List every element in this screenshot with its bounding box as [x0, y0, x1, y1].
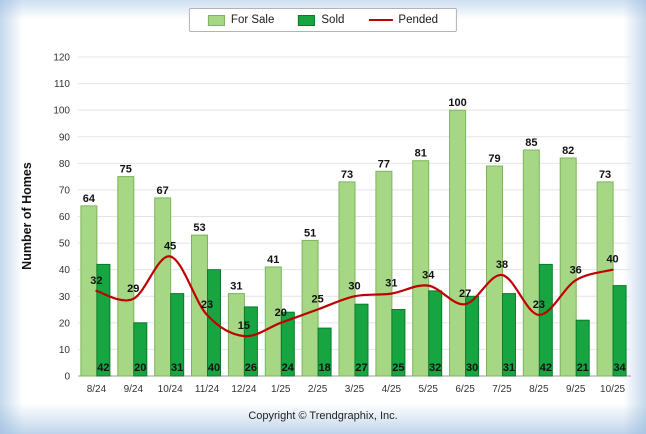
pended-value-labels: 32 29 45 23 15 20 25 30 31 34 27 38 23 36 40	[90, 240, 618, 332]
sold-value-labels: 42 20 31 40 26 24 18 27 25 32 30 31 42 21 34	[97, 362, 626, 374]
svg-text:21: 21	[577, 362, 589, 374]
svg-text:100: 100	[53, 106, 70, 117]
svg-text:79: 79	[488, 153, 500, 165]
svg-text:36: 36	[570, 264, 582, 276]
svg-text:7/25: 7/25	[492, 384, 512, 395]
svg-text:34: 34	[613, 362, 626, 374]
svg-text:80: 80	[59, 159, 71, 170]
svg-text:20: 20	[134, 362, 146, 374]
svg-text:4/25: 4/25	[382, 384, 402, 395]
bars-for-sale	[80, 109, 614, 377]
x-axis-labels: 8/24 9/24 10/24 11/24 12/24 1/25 2/25 3/25 4/25 5…	[87, 384, 626, 395]
svg-text:9/25: 9/25	[566, 384, 586, 395]
legend-item-pended: Pended	[368, 14, 438, 26]
copyright-text: Copyright © Trendgraphix, Inc.	[248, 410, 398, 422]
svg-text:3/25: 3/25	[345, 384, 365, 395]
sold-swatch-icon	[298, 14, 316, 26]
svg-text:42: 42	[97, 362, 109, 374]
svg-text:31: 31	[385, 278, 397, 290]
svg-text:10/24: 10/24	[158, 384, 183, 395]
svg-text:31: 31	[171, 362, 183, 374]
svg-text:82: 82	[562, 145, 574, 157]
legend-label-pended: Pended	[398, 14, 439, 26]
y-axis-title: Number of Homes	[20, 162, 34, 270]
svg-text:51: 51	[304, 227, 316, 239]
svg-text:81: 81	[415, 148, 427, 160]
svg-text:31: 31	[230, 281, 242, 293]
svg-text:20: 20	[59, 318, 71, 329]
svg-text:2/25: 2/25	[308, 384, 328, 395]
pended-line-swatch-icon	[368, 19, 393, 21]
y-axis-tick-labels: 0 10 20 30 40 50 60 70 80 90 100 110 120	[53, 53, 70, 383]
svg-text:75: 75	[120, 164, 132, 176]
svg-text:23: 23	[201, 299, 213, 311]
svg-text:6/25: 6/25	[455, 384, 475, 395]
svg-text:73: 73	[341, 169, 353, 181]
svg-text:20: 20	[275, 307, 287, 319]
svg-text:67: 67	[157, 185, 169, 197]
svg-text:110: 110	[54, 79, 70, 90]
svg-text:70: 70	[59, 185, 71, 196]
svg-text:32: 32	[429, 362, 441, 374]
svg-text:30: 30	[466, 362, 478, 374]
svg-text:5/25: 5/25	[418, 384, 438, 395]
for-sale-value-labels: 64 75 67 53 31 41 51 73 77 81 100 79 85 82 73	[83, 97, 611, 292]
svg-text:25: 25	[312, 294, 324, 306]
legend-item-for-sale: For Sale	[207, 14, 275, 26]
svg-text:10/25: 10/25	[600, 384, 625, 395]
svg-text:29: 29	[127, 283, 139, 295]
svg-text:24: 24	[282, 362, 295, 374]
chart-legend: For Sale Sold Pended	[188, 8, 458, 32]
legend-label-for-sale: For Sale	[230, 14, 275, 26]
svg-text:32: 32	[90, 275, 102, 287]
svg-text:42: 42	[540, 362, 552, 374]
svg-text:40: 40	[606, 254, 618, 266]
svg-text:0: 0	[64, 372, 70, 383]
svg-text:10: 10	[59, 345, 71, 356]
svg-text:27: 27	[355, 362, 367, 374]
svg-text:64: 64	[83, 193, 96, 205]
svg-text:100: 100	[448, 97, 466, 109]
svg-text:31: 31	[503, 362, 515, 374]
legend-label-sold: Sold	[321, 14, 345, 26]
svg-text:23: 23	[533, 299, 545, 311]
svg-text:41: 41	[267, 254, 279, 266]
svg-text:11/24: 11/24	[195, 384, 220, 395]
svg-text:50: 50	[59, 239, 71, 250]
svg-text:30: 30	[348, 280, 360, 292]
svg-text:60: 60	[59, 212, 71, 223]
bars-sold	[96, 263, 627, 377]
svg-text:40: 40	[208, 362, 220, 374]
pended-line	[95, 255, 614, 338]
svg-text:8/24: 8/24	[87, 384, 107, 395]
svg-text:8/25: 8/25	[529, 384, 549, 395]
svg-text:12/24: 12/24	[231, 384, 256, 395]
svg-text:90: 90	[59, 132, 71, 143]
svg-text:40: 40	[59, 265, 71, 276]
svg-text:30: 30	[59, 292, 71, 303]
svg-text:18: 18	[319, 362, 331, 374]
for-sale-swatch-icon	[207, 14, 225, 26]
svg-text:26: 26	[245, 362, 257, 374]
svg-text:45: 45	[164, 240, 176, 252]
svg-text:38: 38	[496, 259, 508, 271]
svg-text:120: 120	[53, 53, 70, 64]
svg-text:73: 73	[599, 169, 611, 181]
svg-text:27: 27	[459, 288, 471, 300]
svg-text:77: 77	[378, 158, 390, 170]
legend-item-sold: Sold	[298, 14, 344, 26]
svg-text:85: 85	[525, 137, 537, 149]
svg-text:1/25: 1/25	[271, 384, 291, 395]
svg-text:15: 15	[238, 320, 250, 332]
svg-text:9/24: 9/24	[124, 384, 144, 395]
svg-text:25: 25	[392, 362, 404, 374]
svg-text:34: 34	[422, 270, 435, 282]
svg-text:53: 53	[193, 222, 205, 234]
